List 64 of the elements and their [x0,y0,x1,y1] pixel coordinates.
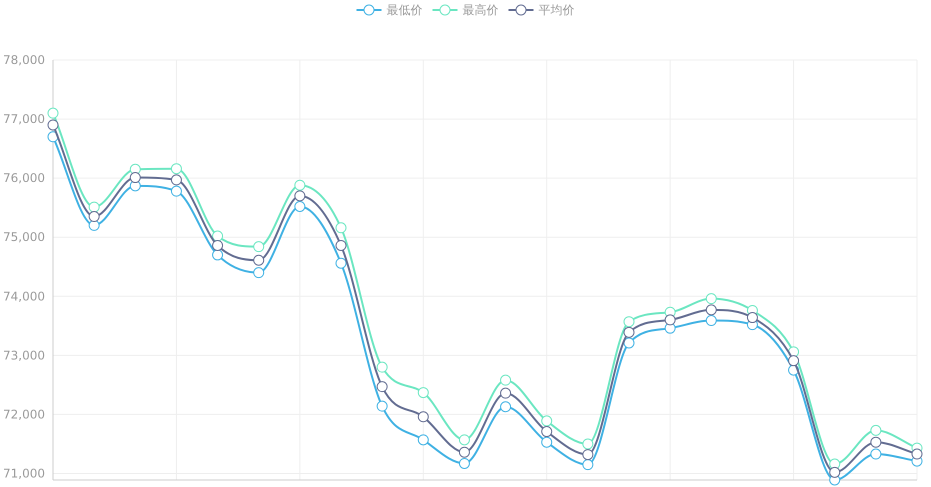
point [418,411,429,422]
point [541,415,552,426]
point [212,249,224,260]
point [88,202,100,213]
point [294,201,306,212]
point [582,459,594,470]
point [624,326,634,338]
point [829,466,840,478]
y-tick-label: 72,000 [3,407,45,422]
y-tick-label: 78,000 [3,53,45,67]
point [458,446,470,458]
point [130,172,141,184]
legend-label: 最低价 [386,3,422,17]
point [336,222,346,234]
point [88,211,100,222]
point [870,424,882,436]
legend-label: 最高价 [462,3,498,17]
point [376,381,388,392]
point [624,337,634,348]
point [912,448,922,460]
point [48,108,58,119]
point [212,240,224,251]
point [170,163,182,174]
point [500,388,512,399]
point [870,448,882,460]
point [706,304,717,316]
point [870,436,882,448]
y-tick-label: 74,000 [3,289,45,304]
point [458,434,470,446]
point [253,267,264,278]
point [500,401,512,412]
point [294,190,306,202]
point [624,316,634,328]
point [88,220,100,231]
point [212,230,224,242]
point [582,449,594,460]
point [582,438,594,450]
point [170,174,182,186]
legend-label: 平均价 [538,3,574,17]
point [336,258,346,269]
point [706,293,717,304]
point [788,355,800,366]
point [253,241,264,252]
point [336,240,346,251]
point [458,458,470,469]
point [376,362,388,373]
y-tick-label: 71,000 [3,466,45,480]
point [376,400,388,412]
y-tick-label: 73,000 [3,348,45,362]
point [418,387,429,398]
point [541,436,552,448]
y-tick-label: 76,000 [3,171,45,186]
point [48,119,58,130]
point [746,312,758,324]
point [500,374,512,386]
point [170,186,182,197]
point [664,314,676,326]
y-tick-label: 75,000 [3,230,45,244]
y-tick-label: 77,000 [3,112,45,126]
point [294,180,306,191]
point [253,254,264,266]
point [418,434,429,446]
point [541,426,552,438]
point [706,315,717,326]
